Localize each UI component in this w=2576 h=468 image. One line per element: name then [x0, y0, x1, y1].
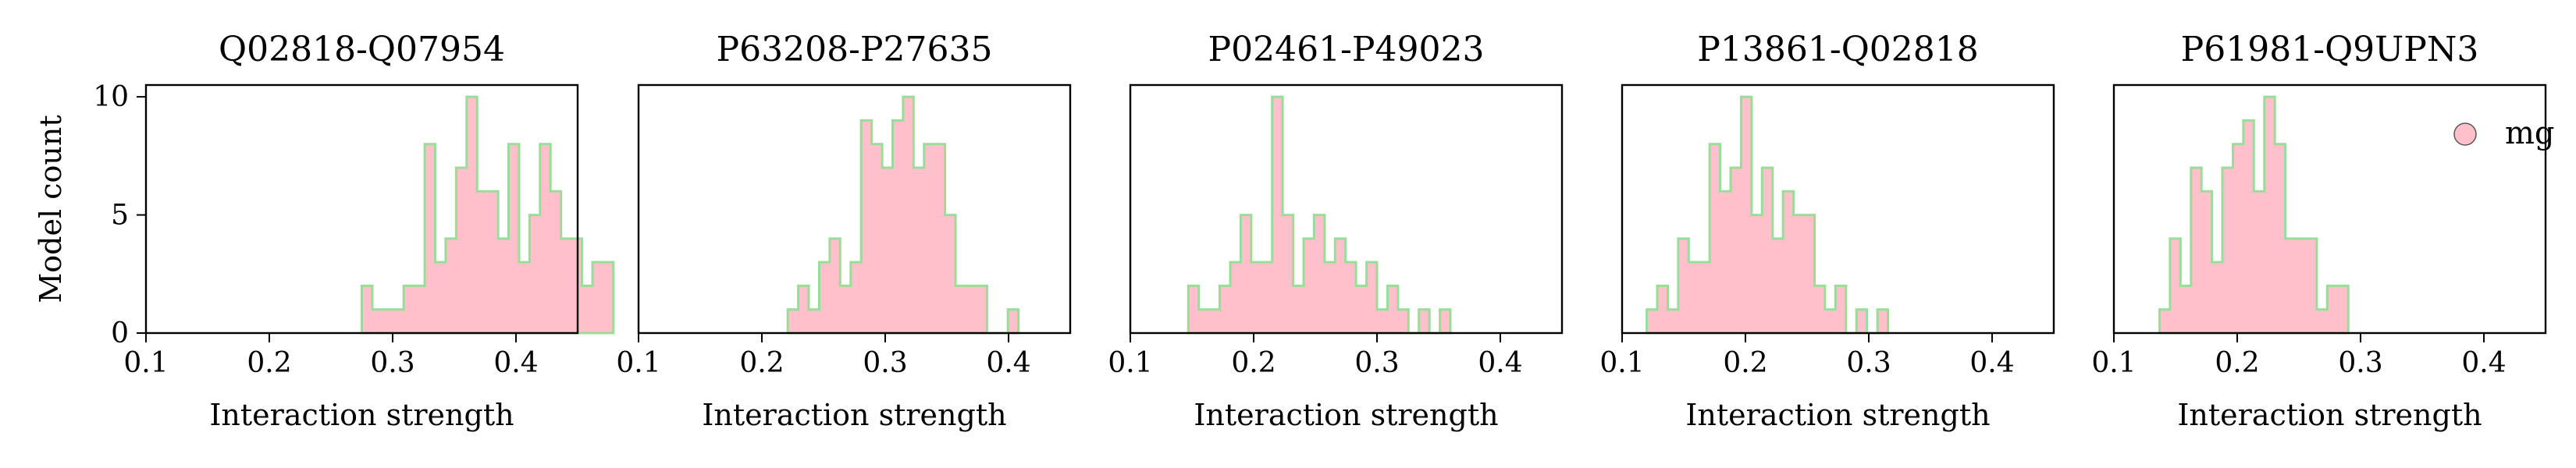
panel-title: P63208-P27635	[716, 30, 992, 69]
histogram-panel-4: P13861-Q02818 0.1 0.2 0.3 0.4 Interaction str…	[1599, 30, 2055, 432]
plot-frame	[2112, 83, 2547, 335]
x-axis-label: Interaction strength	[2177, 398, 2482, 432]
panel-title: P13861-Q02818	[1697, 30, 1979, 69]
plot-frame	[1129, 83, 1564, 335]
x-tick-label: 0.2	[1231, 347, 1276, 379]
histogram-series-1	[1187, 95, 1452, 335]
histogram-panel-1: Q02818-Q07954 0.1 0.2 0.3 0.4 Interaction str…	[34, 30, 615, 432]
x-tick-label: 0.3	[1354, 347, 1399, 379]
x-axis-label: Interaction strength	[1194, 398, 1498, 432]
plot-frame	[1621, 83, 2055, 335]
y-tick-label: 10	[93, 81, 129, 113]
x-tick-label: 0.4	[1478, 347, 1522, 379]
x-tick-label: 0.1	[2091, 347, 2136, 379]
y-tick-label: 0	[111, 317, 129, 349]
histogram-series-1	[361, 95, 615, 335]
histogram-panel-5: P61981-Q9UPN3 0.1 0.2 0.3 0.4 Interaction str…	[2091, 30, 2554, 432]
x-tick-label: 0.2	[1723, 347, 1767, 379]
x-axis-label: Interaction strength	[1685, 398, 1990, 432]
x-tick-label: 0.4	[986, 347, 1030, 379]
x-tick-label: 0.1	[123, 347, 168, 379]
plot-frame	[144, 83, 579, 335]
y-tick-label: 5	[111, 200, 129, 232]
x-tick-label: 0.1	[616, 347, 660, 379]
panel-title: P61981-Q9UPN3	[2181, 30, 2479, 69]
legend-marker	[2453, 122, 2477, 146]
x-tick-label: 0.4	[1969, 347, 2014, 379]
x-tick-label: 0.1	[1108, 347, 1152, 379]
x-tick-label: 0.3	[2338, 347, 2382, 379]
x-tick-label: 0.3	[370, 347, 415, 379]
x-axis-label: Interaction strength	[209, 398, 514, 432]
x-tick-label: 0.4	[493, 347, 538, 379]
histogram-series-1	[2158, 95, 2350, 335]
histogram-panel-3: P02461-P49023 0.1 0.2 0.3 0.4 Interaction str…	[1108, 30, 1564, 432]
histogram-panel-2: P63208-P27635 0.1 0.2 0.3 0.4 Interaction str…	[616, 30, 1072, 432]
panel-title: P02461-P49023	[1208, 30, 1484, 69]
legend-label: mg	[2505, 115, 2555, 151]
x-tick-label: 0.1	[1599, 347, 1644, 379]
x-tick-label: 0.2	[247, 347, 291, 379]
x-tick-label: 0.3	[1846, 347, 1891, 379]
legend: mg	[2453, 115, 2555, 151]
panel-title: Q02818-Q07954	[219, 30, 505, 69]
x-tick-label: 0.4	[2461, 347, 2506, 379]
plot-frame	[637, 83, 1072, 335]
x-tick-label: 0.2	[739, 347, 784, 379]
y-axis-label: Model count	[34, 115, 68, 303]
histogram-series-1	[786, 95, 1020, 335]
x-tick-label: 0.2	[2215, 347, 2259, 379]
x-axis-label: Interaction strength	[702, 398, 1006, 432]
histogram-series-1	[1646, 95, 1889, 335]
x-tick-label: 0.3	[863, 347, 907, 379]
